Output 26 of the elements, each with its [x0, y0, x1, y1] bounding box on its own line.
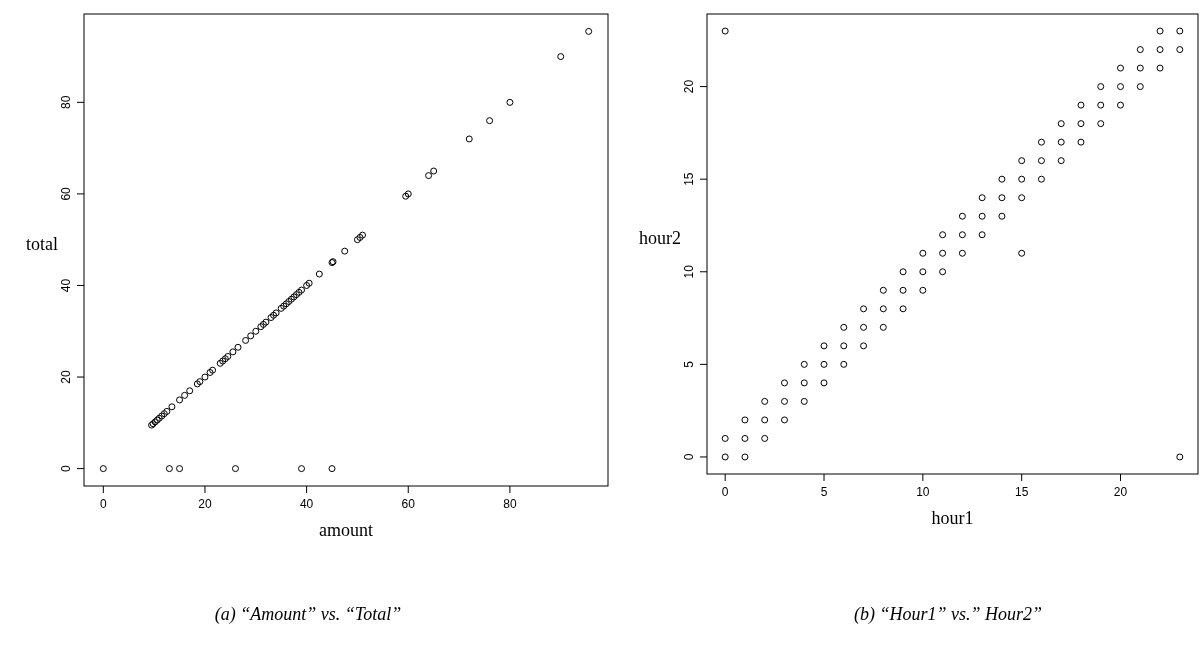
y-tick-label: 15 — [682, 172, 696, 186]
text: (a) “Amount” vs. “Total” — [214, 604, 402, 625]
x-tick-label: 15 — [1015, 485, 1029, 499]
x-axis-title: amount — [319, 520, 373, 540]
y-tick-label: 80 — [59, 95, 73, 110]
y-tick-label: 20 — [682, 79, 696, 94]
x-tick-label: 0 — [99, 497, 107, 511]
y-tick-label: 60 — [59, 186, 73, 201]
x-axis-title: hour1 — [931, 508, 974, 528]
y-tick-label: 0 — [682, 453, 696, 461]
x-tick-label: 0 — [721, 485, 729, 499]
y-tick-label: 0 — [59, 464, 73, 472]
y-tick-label: 5 — [682, 360, 696, 368]
x-tick-label: 10 — [916, 485, 930, 499]
x-tick-label: 80 — [503, 497, 517, 511]
x-tick-label: 60 — [401, 497, 416, 511]
x-tick-label: 20 — [198, 497, 212, 511]
y-tick-label: 20 — [59, 370, 73, 384]
y-tick-label: 10 — [682, 264, 696, 279]
y-axis-title: total — [26, 234, 58, 254]
y-tick-label: 40 — [59, 278, 73, 293]
x-tick-label: 20 — [1113, 485, 1128, 499]
text: (b) “Hour1” vs.” Hour2” — [853, 604, 1043, 625]
y-axis-title: hour2 — [639, 228, 681, 248]
x-tick-label: 40 — [299, 497, 314, 511]
x-tick-label: 5 — [820, 485, 828, 499]
